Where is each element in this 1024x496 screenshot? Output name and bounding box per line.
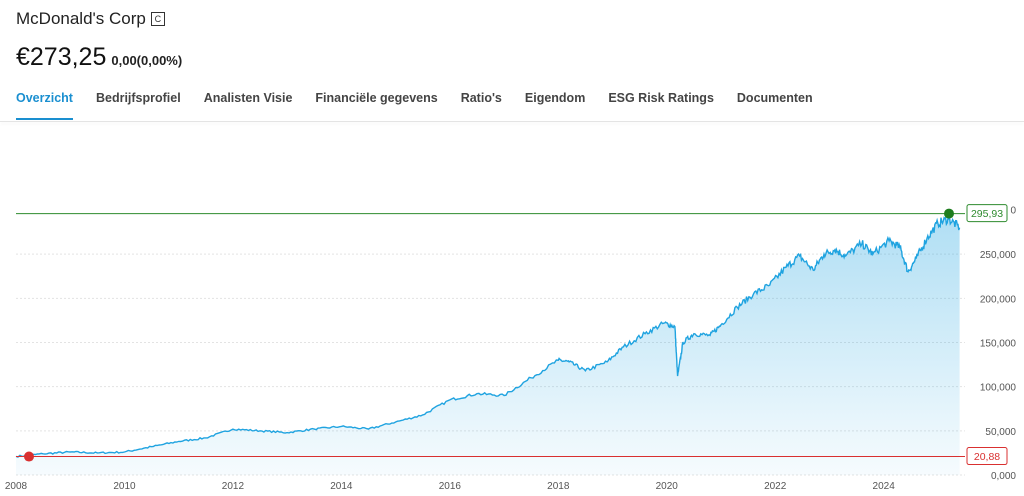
quote-header: McDonald's Corp C €273,25 0,00(0,00%) Ov… [0, 0, 1024, 122]
price-area [16, 217, 960, 475]
high-marker[interactable] [944, 208, 954, 219]
x-tick-label: 2014 [330, 481, 353, 491]
x-tick-label: 2024 [873, 481, 896, 491]
tab-bar: Overzicht Bedrijfsprofiel Analisten Visi… [16, 91, 836, 120]
y-tick-label: 200,000 [980, 294, 1017, 305]
header-divider [0, 121, 1024, 122]
y-tick-label: 100,000 [980, 383, 1017, 394]
y-tick-label: 50,000 [985, 427, 1016, 438]
tab-eigendom[interactable]: Eigendom [524, 91, 586, 105]
y-tick-label-partial: 0 [1010, 206, 1016, 217]
high-value-label-text: 295,93 [971, 208, 1003, 220]
tab-ratios[interactable]: Ratio's [460, 91, 502, 105]
tab-analisten-visie[interactable]: Analisten Visie [203, 91, 293, 105]
price-chart-svg[interactable]: 0,000 50,000 100,000 150,000 200,000 250,000 2… [0, 122, 1024, 492]
x-tick-label: 2012 [222, 481, 245, 491]
y-tick-label: 150,000 [980, 339, 1017, 350]
price-change: 0,00(0,00%) [111, 53, 183, 68]
high-value-label: 295,93 [966, 204, 1008, 223]
low-value-label-box [966, 447, 1008, 466]
x-tick-label: 2010 [113, 481, 136, 491]
tab-bedrijfsprofiel[interactable]: Bedrijfsprofiel [95, 91, 181, 105]
x-tick-label: 2022 [764, 481, 787, 491]
title-row: McDonald's Corp C [16, 9, 165, 29]
x-tick-label: 2008 [5, 481, 28, 491]
y-tick-label: 250,000 [980, 250, 1017, 261]
x-tick-label: 2018 [547, 481, 570, 491]
low-value-label-text: 20,88 [974, 451, 1000, 463]
price-chart[interactable]: 0,000 50,000 100,000 150,000 200,000 250,000 2… [0, 122, 1024, 492]
class-badge: C [150, 12, 165, 26]
tab-financiele-gegevens[interactable]: Financiële gegevens [315, 91, 438, 105]
low-value-label: 20,88 [966, 447, 1008, 466]
tab-overzicht[interactable]: Overzicht [16, 91, 73, 120]
low-marker[interactable] [24, 451, 34, 462]
current-price: €273,25 [16, 43, 107, 71]
price-row: €273,25 0,00(0,00%) [16, 43, 182, 72]
high-value-label-box [966, 204, 1008, 223]
y-tick-label: 0,000 [991, 471, 1016, 482]
company-name: McDonald's Corp [16, 9, 146, 28]
tab-documenten[interactable]: Documenten [736, 91, 813, 105]
x-tick-label: 2020 [656, 481, 679, 491]
price-line[interactable] [15, 214, 961, 458]
x-tick-label: 2016 [439, 481, 462, 491]
tab-esg-risk-ratings[interactable]: ESG Risk Ratings [608, 91, 714, 105]
